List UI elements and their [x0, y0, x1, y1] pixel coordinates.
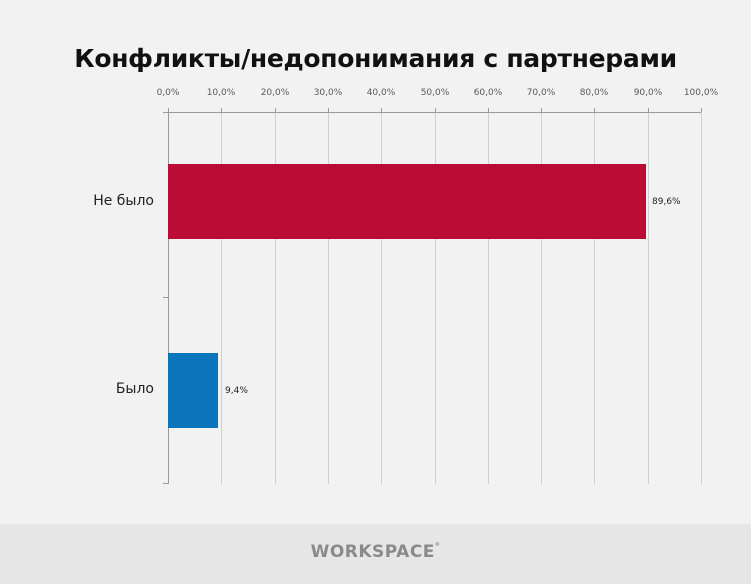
x-tick — [701, 108, 702, 112]
chart-title: Конфликты/недопонимания с партнерами — [74, 44, 677, 73]
data-label-bylo: 9,4% — [225, 386, 248, 396]
gridline — [435, 112, 436, 484]
x-tick-label: 0,0% — [156, 88, 180, 98]
x-tick-label: 30,0% — [313, 88, 343, 98]
x-tick-label: 10,0% — [206, 88, 236, 98]
footer: WORKSPACE® — [0, 524, 751, 584]
y-tick — [163, 297, 168, 298]
x-tick — [648, 108, 649, 112]
x-tick-label: 90,0% — [633, 88, 663, 98]
x-tick-label: 80,0% — [579, 88, 609, 98]
gridline — [541, 112, 542, 484]
x-tick — [488, 108, 489, 112]
category-label-ne-bylo: Не было — [93, 193, 154, 209]
workspace-logo: WORKSPACE® — [0, 542, 751, 562]
gridline — [648, 112, 649, 484]
x-tick-label: 40,0% — [366, 88, 396, 98]
y-tick — [163, 112, 168, 113]
bar-ne-bylo — [168, 164, 646, 239]
x-tick-label: 100,0% — [683, 88, 719, 98]
logo-text: WORKSPACE — [310, 542, 435, 562]
bar-bylo — [168, 353, 219, 428]
x-tick — [381, 108, 382, 112]
gridline — [594, 112, 595, 484]
x-tick — [275, 108, 276, 112]
x-tick-label: 70,0% — [526, 88, 556, 98]
gridline — [221, 112, 222, 484]
category-label-bylo: Было — [115, 381, 154, 397]
data-label-ne-bylo: 89,6% — [652, 197, 681, 207]
gridline — [275, 112, 276, 484]
x-tick-label: 50,0% — [420, 88, 450, 98]
gridline — [381, 112, 382, 484]
x-tick — [221, 108, 222, 112]
x-axis-line — [168, 112, 701, 113]
y-tick — [163, 483, 168, 484]
x-tick — [435, 108, 436, 112]
x-tick-label: 20,0% — [260, 88, 290, 98]
gridline — [328, 112, 329, 484]
x-tick — [594, 108, 595, 112]
registered-mark: ® — [434, 542, 441, 548]
x-tick-label: 60,0% — [473, 88, 503, 98]
x-tick — [541, 108, 542, 112]
gridline — [488, 112, 489, 484]
y-axis-line — [168, 112, 169, 484]
x-tick — [168, 108, 169, 112]
gridline — [701, 112, 702, 484]
x-tick — [328, 108, 329, 112]
plot-area: 89,6% 9,4% — [163, 108, 702, 484]
